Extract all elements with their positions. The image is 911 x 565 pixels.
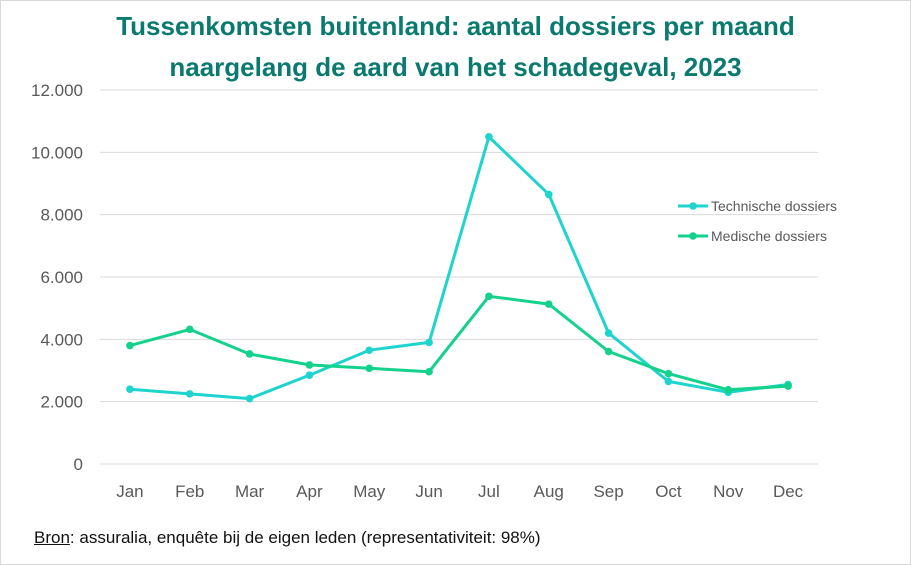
- x-tick-label: Aug: [534, 482, 564, 501]
- chart-title-line-2: naargelang de aard van het schadegeval, …: [169, 52, 742, 82]
- x-tick-label: Jan: [116, 482, 143, 501]
- y-tick-label: 8.000: [40, 206, 83, 225]
- y-tick-label: 0: [74, 455, 83, 474]
- x-tick-label: Nov: [713, 482, 744, 501]
- source-note: Bron: assuralia, enquête bij de eigen le…: [34, 528, 541, 548]
- x-tick-label: Sep: [593, 482, 623, 501]
- y-tick-label: 10.000: [31, 143, 83, 162]
- data-point-1: [544, 190, 553, 199]
- data-point-1: [126, 385, 134, 394]
- data-point-2: [305, 361, 314, 369]
- series-line-1: [128, 135, 790, 401]
- data-point-1: [604, 329, 613, 337]
- data-point-1: [664, 377, 673, 386]
- data-point-1: [245, 394, 254, 403]
- x-tick-label: Dec: [773, 482, 804, 501]
- data-point-2: [365, 364, 374, 373]
- series-line-2: [128, 294, 790, 392]
- data-point-2: [604, 347, 613, 356]
- legend-marker-2: [689, 232, 697, 240]
- data-point-1: [485, 132, 493, 141]
- y-tick-label: 6.000: [40, 268, 83, 287]
- chart-title-line-1: Tussenkomsten buitenland: aantal dossier…: [116, 11, 795, 41]
- data-point-2: [425, 367, 433, 376]
- data-point-2: [126, 341, 134, 350]
- data-point-1: [365, 346, 374, 355]
- chart-title: Tussenkomsten buitenland: aantal dossier…: [0, 6, 911, 88]
- y-tick-label: 2.000: [40, 393, 83, 412]
- y-tick-label: 12.000: [31, 81, 83, 100]
- x-tick-label: Feb: [175, 482, 204, 501]
- legend-marker-1: [689, 202, 697, 210]
- data-point-2: [185, 325, 194, 334]
- data-point-2: [784, 382, 792, 390]
- data-point-2: [724, 386, 733, 394]
- data-point-1: [305, 371, 314, 379]
- x-tick-label: Oct: [655, 482, 682, 501]
- data-point-1: [425, 338, 433, 347]
- legend-label-1: Technische dossiers: [711, 198, 837, 214]
- data-point-1: [185, 390, 194, 398]
- source-text: : assuralia, enquête bij de eigen leden …: [69, 528, 541, 547]
- legend-label-2: Medische dossiers: [711, 228, 827, 244]
- data-point-2: [245, 350, 254, 358]
- data-point-2: [664, 369, 673, 378]
- data-point-2: [544, 300, 553, 308]
- x-tick-label: Jun: [415, 482, 442, 501]
- y-tick-label: 4.000: [40, 330, 83, 349]
- x-tick-label: Mar: [235, 482, 265, 501]
- x-tick-label: Jul: [478, 482, 500, 501]
- data-point-2: [485, 292, 493, 301]
- x-tick-label: Apr: [296, 482, 323, 501]
- x-tick-label: May: [353, 482, 386, 501]
- source-label: Bron: [34, 528, 70, 547]
